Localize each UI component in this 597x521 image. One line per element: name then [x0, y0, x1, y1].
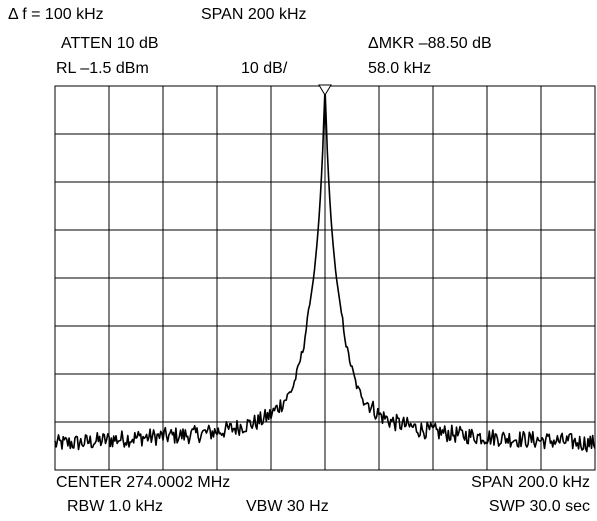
vbw-label: VBW 30 Hz: [246, 498, 329, 515]
sweep-time-label: SWP 30.0 sec: [488, 498, 590, 515]
marker-delta-readout: ΔMKR –88.50 dB: [368, 35, 492, 52]
reference-level-label: RL –1.5 dBm: [56, 60, 149, 77]
scale-label: 10 dB/: [241, 60, 288, 77]
rbw-label: RBW 1.0 kHz: [67, 498, 164, 515]
span-footer-label: SPAN 200.0 kHz: [471, 474, 590, 491]
delta-f-label: Δ f = 100 kHz: [8, 6, 104, 23]
center-frequency-label: CENTER 274.0002 MHz: [56, 474, 231, 491]
marker-frequency-readout: 58.0 kHz: [368, 60, 432, 77]
marker-triangle-icon: [318, 84, 332, 96]
span-header-label: SPAN 200 kHz: [201, 6, 307, 23]
graticule-grid: [55, 86, 595, 470]
atten-label: ATTEN 10 dB: [61, 35, 159, 52]
